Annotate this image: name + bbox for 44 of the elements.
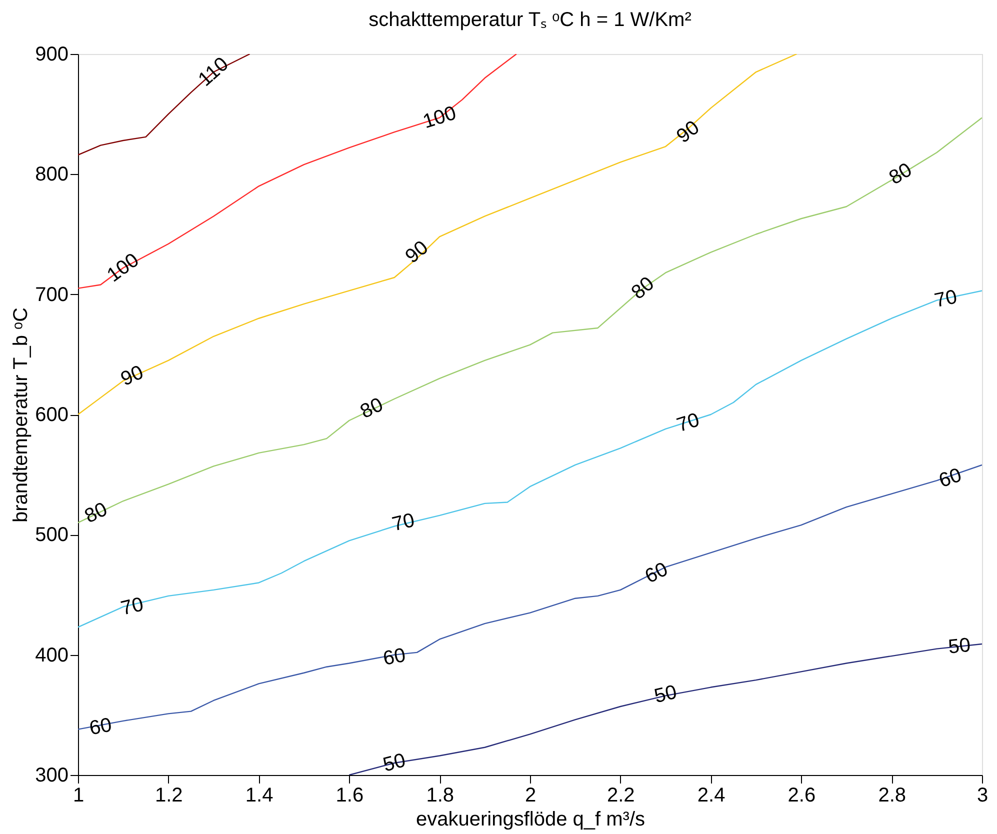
x-tick-label: 1.4	[245, 784, 274, 806]
annotation: 60	[381, 644, 408, 670]
annotation: 70	[932, 286, 959, 312]
x-tick-label: 2	[524, 784, 536, 806]
x-tick-label: 2.4	[697, 784, 726, 806]
annotation: 70	[674, 409, 702, 437]
annotation: 90	[118, 361, 147, 391]
annotation: 60	[642, 558, 672, 588]
annotation: 50	[947, 634, 972, 659]
x-tick-label: 1	[72, 784, 84, 806]
x-axis-title: evakueringsflöde q_f m³/s	[416, 808, 646, 830]
annotation: 100	[103, 249, 144, 287]
y-tick-label: 700	[35, 284, 68, 306]
x-tick-label: 1.6	[336, 784, 364, 806]
y-tick-label: 300	[35, 764, 68, 786]
y-tick-label: 500	[35, 524, 68, 546]
annotation: 60	[88, 714, 114, 740]
annotation: 50	[652, 681, 679, 708]
annotation: 80	[627, 272, 659, 304]
annotation: 80	[81, 498, 111, 528]
annotation: 90	[401, 236, 433, 268]
x-tick-label: 1.2	[154, 784, 183, 806]
annotation: 100	[420, 102, 459, 134]
x-tick-label: 3	[976, 784, 988, 806]
x-tick-label: 2.6	[788, 784, 816, 806]
y-tick-label: 400	[35, 644, 68, 666]
annotation: 110	[194, 53, 233, 91]
y-tick-label: 600	[35, 404, 68, 426]
annotation: 80	[885, 159, 916, 190]
y-tick-label: 900	[35, 44, 68, 66]
chart-title: schakttemperatur Tₛ ᵒC h = 1 W/Km²	[368, 9, 692, 31]
annotation: 70	[390, 509, 417, 536]
annotation: 50	[380, 750, 408, 776]
annotation: 70	[118, 594, 146, 620]
annotation: 60	[936, 464, 964, 492]
annotation: 80	[357, 394, 387, 424]
x-tick-label: 2.2	[606, 784, 635, 806]
line-series	[78, 54, 518, 289]
y-tick-label: 800	[35, 164, 68, 186]
y-axis-title: brandtemperatur T_b ᵒC	[10, 307, 32, 523]
annotation: 90	[672, 116, 704, 148]
line-series	[78, 54, 250, 156]
x-tick-label: 2.8	[878, 784, 906, 806]
x-tick-label: 1.8	[426, 784, 454, 806]
